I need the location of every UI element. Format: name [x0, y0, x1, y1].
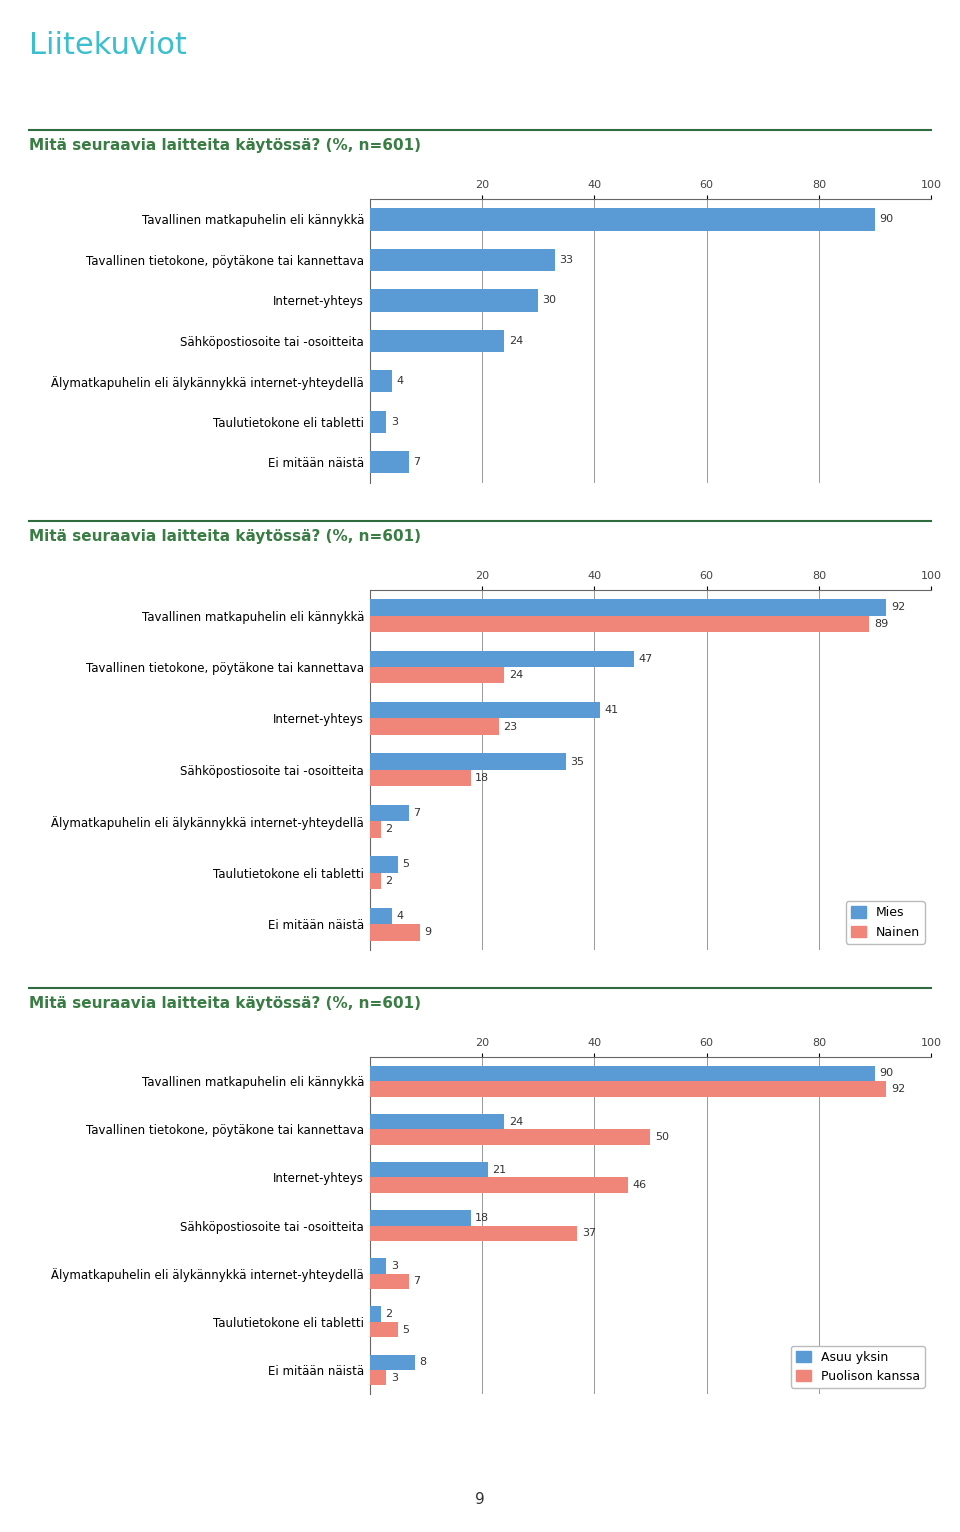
Bar	[370, 616, 870, 633]
Text: 89: 89	[874, 619, 888, 628]
Text: 21: 21	[492, 1164, 506, 1175]
Text: 92: 92	[891, 602, 905, 613]
Text: 2: 2	[385, 824, 393, 835]
Bar	[370, 1226, 577, 1241]
Bar	[370, 804, 409, 821]
Text: 4: 4	[396, 377, 404, 386]
Bar	[370, 290, 538, 311]
Bar	[370, 769, 470, 786]
Text: 24: 24	[509, 669, 523, 680]
Bar	[370, 208, 876, 230]
Text: 46: 46	[633, 1180, 646, 1190]
Bar	[370, 1066, 876, 1082]
Text: 5: 5	[402, 1325, 409, 1334]
Bar	[370, 754, 566, 769]
Text: 24: 24	[509, 336, 523, 346]
Legend: Mies, Nainen: Mies, Nainen	[846, 901, 924, 944]
Text: 7: 7	[414, 1276, 420, 1287]
Text: 8: 8	[419, 1357, 426, 1368]
Bar	[370, 1354, 415, 1370]
Bar	[370, 329, 504, 352]
Text: 41: 41	[605, 705, 618, 715]
Text: 37: 37	[582, 1229, 596, 1238]
Text: 3: 3	[391, 1373, 398, 1383]
Text: 5: 5	[402, 859, 409, 870]
Bar	[370, 719, 499, 735]
Text: 47: 47	[638, 654, 652, 663]
Text: 90: 90	[879, 214, 894, 224]
Text: 35: 35	[570, 757, 585, 766]
Bar	[370, 821, 381, 838]
Text: 3: 3	[391, 417, 398, 427]
Bar	[370, 924, 420, 941]
Text: 4: 4	[396, 912, 404, 921]
Bar	[370, 1273, 409, 1288]
Text: 18: 18	[475, 774, 490, 783]
Bar	[370, 1322, 397, 1337]
Text: 7: 7	[414, 807, 420, 818]
Text: Mitä seuraavia laitteita käytössä? (%, n=601): Mitä seuraavia laitteita käytössä? (%, n…	[29, 138, 420, 153]
Bar	[370, 1082, 886, 1097]
Text: 2: 2	[385, 1310, 393, 1319]
Text: 50: 50	[655, 1132, 669, 1141]
Bar	[370, 702, 600, 719]
Text: 18: 18	[475, 1213, 490, 1223]
Bar	[370, 856, 397, 873]
Bar	[370, 411, 387, 434]
Legend: Asuu yksin, Puolison kanssa: Asuu yksin, Puolison kanssa	[791, 1345, 924, 1388]
Bar	[370, 1210, 470, 1226]
Text: 90: 90	[879, 1068, 894, 1079]
Text: 9: 9	[475, 1492, 485, 1507]
Bar	[370, 651, 634, 666]
Bar	[370, 1307, 381, 1322]
Text: 30: 30	[542, 296, 557, 305]
Text: 92: 92	[891, 1083, 905, 1094]
Text: 7: 7	[414, 458, 420, 467]
Bar	[370, 599, 886, 616]
Bar	[370, 1129, 651, 1144]
Bar	[370, 873, 381, 889]
Bar	[370, 666, 504, 683]
Bar	[370, 1163, 488, 1178]
Text: 2: 2	[385, 876, 393, 885]
Bar	[370, 1258, 387, 1273]
Text: Mitä seuraavia laitteita käytössä? (%, n=601): Mitä seuraavia laitteita käytössä? (%, n…	[29, 996, 420, 1011]
Bar	[370, 907, 392, 924]
Text: 3: 3	[391, 1261, 398, 1272]
Text: 9: 9	[424, 927, 432, 938]
Bar	[370, 1178, 628, 1193]
Text: 33: 33	[560, 254, 573, 265]
Bar	[370, 452, 409, 473]
Bar	[370, 1370, 387, 1385]
Bar	[370, 1114, 504, 1129]
Text: 24: 24	[509, 1117, 523, 1126]
Text: Liitekuviot: Liitekuviot	[29, 31, 186, 60]
Text: Mitä seuraavia laitteita käytössä? (%, n=601): Mitä seuraavia laitteita käytössä? (%, n…	[29, 529, 420, 544]
Bar	[370, 248, 555, 271]
Bar	[370, 371, 392, 392]
Text: 23: 23	[503, 722, 517, 732]
